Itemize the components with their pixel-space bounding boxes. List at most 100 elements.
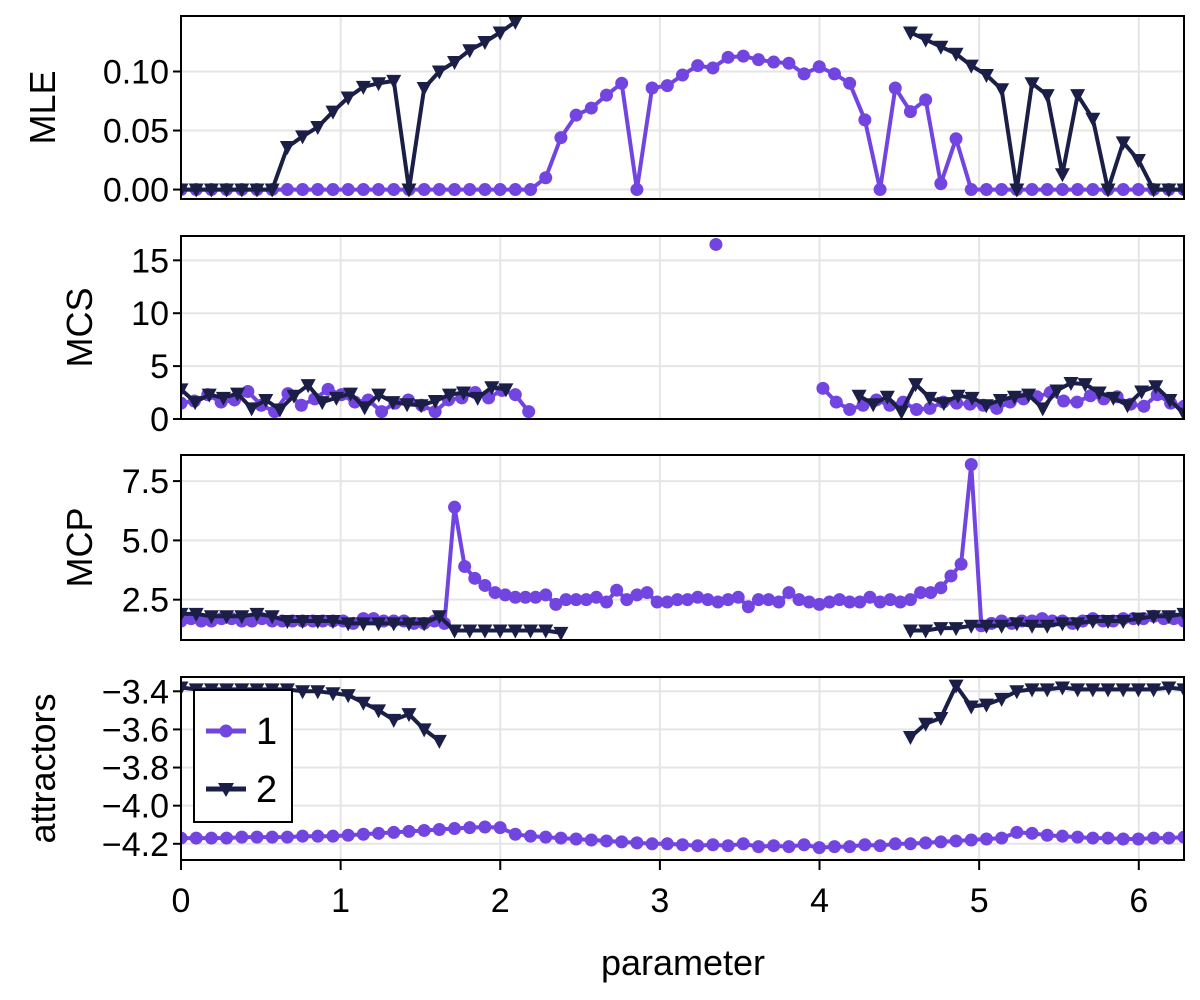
marker-triangle (181, 383, 189, 398)
marker-circle (448, 183, 462, 197)
marker-circle (767, 55, 781, 69)
y-axis-label: MCS (59, 288, 100, 368)
marker-triangle (936, 397, 952, 412)
marker-circle (1116, 832, 1130, 846)
marker-triangle (851, 389, 867, 404)
marker-triangle (431, 734, 447, 749)
marker-circle (372, 183, 386, 197)
marker-circle (812, 597, 826, 611)
legend-box (193, 689, 293, 823)
marker-triangle (507, 16, 523, 30)
marker-circle (1137, 399, 1151, 413)
marker-triangle (1085, 112, 1101, 127)
marker-circle (751, 53, 765, 67)
marker-triangle (1021, 388, 1037, 403)
marker-triangle (902, 26, 918, 41)
panel-frame (180, 235, 1185, 420)
marker-triangle (978, 399, 994, 414)
y-axis-label: MCP (59, 508, 100, 588)
marker-triangle (1024, 77, 1040, 92)
marker-circle (493, 183, 507, 197)
marker-circle (579, 593, 593, 607)
panel-mcp: 2.5 5.0 7.5 MCP (59, 454, 1185, 641)
marker-triangle (1134, 385, 1150, 400)
marker-circle (964, 183, 978, 197)
marker-circle (1071, 183, 1085, 197)
marker-circle (660, 837, 674, 851)
marker-triangle (1146, 610, 1162, 625)
marker-triangle (1176, 607, 1184, 622)
marker-circle (822, 595, 836, 609)
marker-triangle (462, 44, 478, 59)
panel-frame (180, 454, 1185, 641)
marker-triangle (1054, 617, 1070, 632)
marker-triangle (1054, 168, 1070, 183)
marker-circle (356, 183, 370, 197)
marker-circle (402, 824, 416, 838)
marker-circle (584, 101, 598, 115)
marker-triangle (355, 617, 371, 632)
marker-circle (508, 183, 522, 197)
x-axis-label: parameter (601, 942, 765, 983)
marker-triangle (1085, 683, 1101, 698)
marker-circle (522, 405, 536, 419)
marker-triangle (401, 708, 417, 723)
marker-triangle (477, 624, 493, 639)
marker-triangle (865, 398, 881, 413)
marker-circle (873, 839, 887, 853)
marker-circle (721, 593, 735, 607)
marker-triangle (325, 687, 341, 702)
marker-triangle (343, 387, 359, 402)
marker-circle (250, 830, 264, 844)
marker-triangle (203, 183, 219, 198)
marker-circle (600, 88, 614, 102)
marker-triangle (1100, 615, 1116, 630)
marker-circle (549, 597, 563, 611)
marker-circle (858, 838, 872, 852)
marker-triangle (1176, 183, 1184, 198)
marker-triangle (1009, 617, 1025, 632)
marker-triangle (295, 685, 311, 700)
marker-circle (681, 593, 695, 607)
y-axis-label: MLE (22, 70, 63, 144)
marker-circle (812, 60, 826, 74)
marker-triangle (1006, 390, 1022, 405)
y-tick-label: −3.6 (102, 711, 169, 749)
marker-triangle (978, 698, 994, 713)
x-tick-label: 1 (331, 882, 350, 920)
marker-circle (630, 836, 644, 850)
marker-circle (1086, 183, 1100, 197)
marker-triangle (286, 389, 302, 404)
marker-triangle (219, 610, 235, 625)
marker-triangle (314, 396, 330, 411)
marker-circle (949, 132, 963, 146)
marker-triangle (300, 379, 316, 394)
marker-triangle (918, 33, 934, 48)
marker-triangle (181, 183, 189, 198)
marker-triangle (462, 624, 478, 639)
y-tick-label: 7.5 (122, 463, 169, 501)
marker-circle (706, 838, 720, 852)
marker-circle (478, 578, 492, 592)
marker-triangle (188, 607, 204, 622)
marker-circle (524, 183, 538, 197)
marker-circle (843, 840, 857, 854)
marker-triangle (902, 624, 918, 639)
marker-triangle (1146, 183, 1162, 198)
marker-triangle (279, 141, 295, 156)
marker-circle (294, 398, 308, 412)
marker-triangle (371, 77, 387, 92)
marker-triangle (1130, 154, 1146, 169)
marker-circle (311, 829, 325, 843)
marker-triangle (371, 388, 387, 403)
marker-circle (660, 79, 674, 93)
marker-circle (508, 827, 522, 841)
marker-triangle (416, 723, 432, 738)
marker-triangle (249, 607, 265, 622)
marker-circle (797, 67, 811, 81)
marker-triangle (249, 183, 265, 198)
marker-circle (792, 593, 806, 607)
marker-circle (372, 826, 386, 840)
marker-triangle (244, 402, 260, 417)
